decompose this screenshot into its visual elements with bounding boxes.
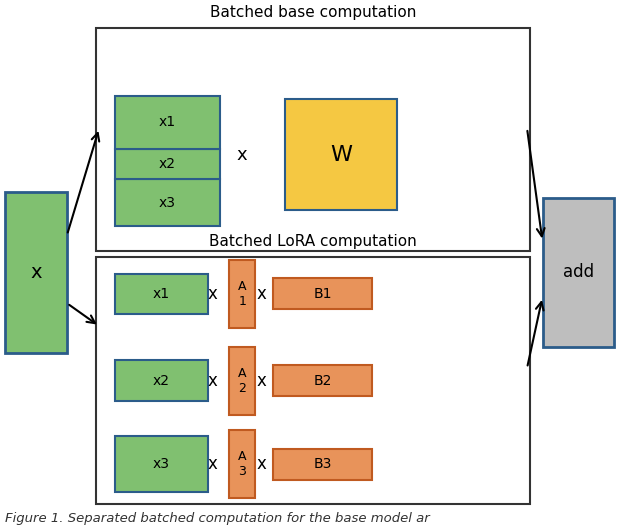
Text: x3: x3 [159,196,176,210]
Bar [96,257,530,504]
Text: x: x [208,455,218,473]
Bar [115,96,220,148]
Bar [115,148,220,179]
Text: x1: x1 [159,115,176,129]
Text: x: x [257,285,267,303]
Text: x3: x3 [153,457,170,471]
Text: x1: x1 [153,287,170,301]
Text: B3: B3 [313,457,332,471]
Text: x: x [257,371,267,390]
Bar [285,99,397,210]
Text: W: W [330,145,352,165]
Text: x: x [30,263,42,282]
Bar [542,198,614,347]
Text: A
3: A 3 [238,450,247,478]
Text: x2: x2 [159,157,176,171]
Bar [229,347,255,414]
Text: Batched base computation: Batched base computation [210,5,416,20]
Text: A
1: A 1 [238,280,247,308]
Text: add: add [562,264,594,281]
Text: A
2: A 2 [238,367,247,394]
Text: B1: B1 [313,287,332,301]
Text: B2: B2 [313,373,332,388]
Bar [115,179,220,226]
Bar [273,449,372,480]
Bar [115,360,208,401]
Text: x: x [208,371,218,390]
Text: x: x [208,285,218,303]
Text: Batched LoRA computation: Batched LoRA computation [209,234,417,249]
Bar [115,436,208,492]
Bar [273,278,372,309]
Bar [229,430,255,498]
Bar [229,260,255,328]
Bar [273,365,372,396]
Bar [96,28,530,250]
Bar [5,192,67,353]
Text: Figure 1. Separated batched computation for the base model ar: Figure 1. Separated batched computation … [5,512,430,525]
Text: x2: x2 [153,373,170,388]
Text: x: x [257,455,267,473]
Bar [115,274,208,314]
Text: x: x [236,146,247,164]
